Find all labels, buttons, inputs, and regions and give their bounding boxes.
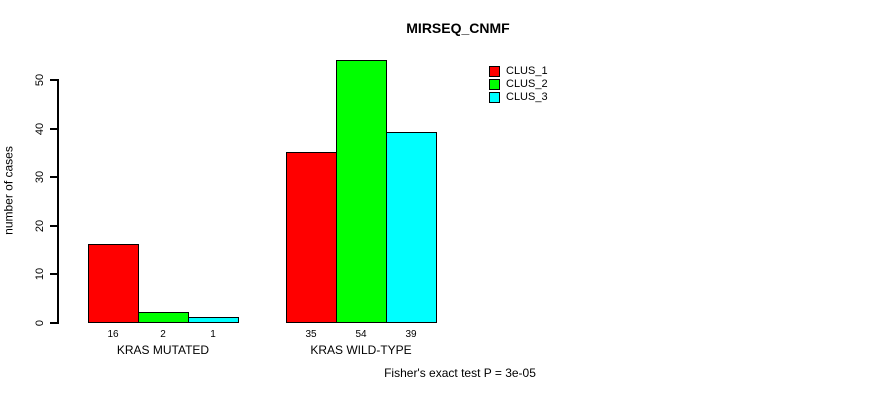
bar-value-label: 1 — [210, 329, 216, 340]
y-axis-tick — [50, 273, 57, 275]
bar-value-label: 2 — [160, 329, 166, 340]
bar-clus_1-group2 — [286, 152, 337, 323]
y-axis-tick-label: 30 — [34, 170, 46, 184]
legend-swatch-clus_2 — [489, 79, 500, 90]
bar-clus_3-group1 — [188, 317, 239, 323]
legend-label-clus_3: CLUS_3 — [506, 91, 548, 103]
legend-label-clus_1: CLUS_1 — [506, 65, 548, 77]
y-axis-tick-label: 10 — [34, 267, 46, 281]
bar-value-label: 35 — [305, 329, 317, 340]
annotation-text: Fisher's exact test P = 3e-05 — [384, 366, 536, 380]
y-axis-tick-label: 0 — [34, 319, 46, 327]
x-category-label: KRAS MUTATED — [116, 343, 210, 357]
bar-value-label: 39 — [405, 329, 417, 340]
y-axis-tick — [50, 322, 57, 324]
y-axis-tick-label: 40 — [34, 122, 46, 136]
legend-label-clus_2: CLUS_2 — [506, 78, 548, 90]
y-axis-line — [57, 79, 59, 324]
bar-clus_1-group1 — [88, 244, 139, 323]
y-axis-tick — [50, 225, 57, 227]
y-axis-tick-label: 20 — [34, 219, 46, 233]
bar-value-label: 54 — [355, 329, 367, 340]
bar-clus_2-group1 — [138, 312, 189, 323]
bar-value-label: 16 — [107, 329, 119, 340]
y-axis-tick-label: 50 — [34, 73, 46, 87]
legend-swatch-clus_3 — [489, 92, 500, 103]
y-axis-tick — [50, 176, 57, 178]
chart-title: MIRSEQ_CNMF — [406, 20, 510, 36]
y-axis-tick — [50, 128, 57, 130]
legend-swatch-clus_1 — [489, 66, 500, 77]
bar-clus_3-group2 — [386, 132, 437, 323]
x-category-label: KRAS WILD-TYPE — [310, 343, 412, 357]
bar-clus_2-group2 — [336, 60, 387, 323]
y-axis-tick — [50, 79, 57, 81]
